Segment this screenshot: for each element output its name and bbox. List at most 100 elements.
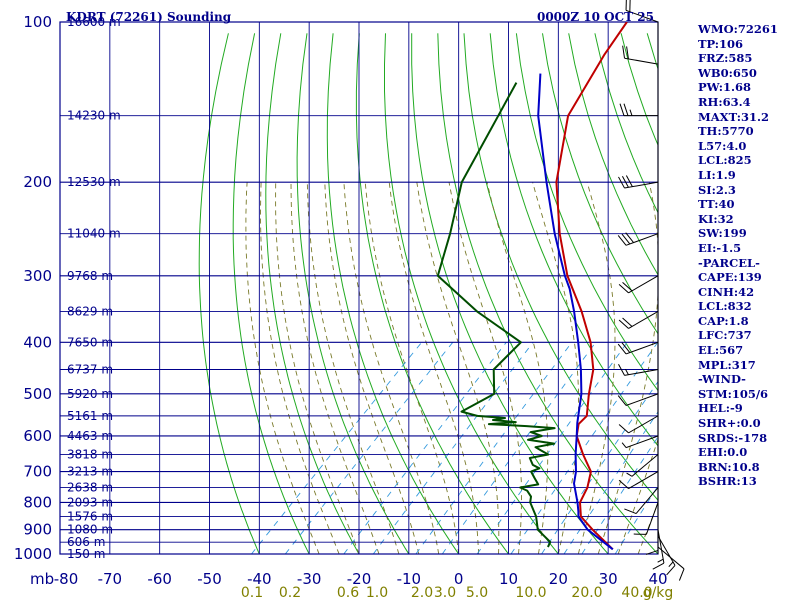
mixing-ratio-label: 2.0 — [411, 585, 433, 600]
stability-index-item: STM:105/6 — [698, 386, 769, 401]
height-label: 2093 m — [67, 495, 113, 509]
temperature-tick-label: -40 — [247, 570, 272, 588]
temperature-tick-label: 40 — [648, 570, 667, 588]
height-label: 1080 m — [67, 523, 113, 537]
wind-barb — [625, 0, 659, 23]
dry-adiabat-line — [198, 33, 260, 554]
stability-index-item: WMO:72261 — [698, 22, 778, 36]
moist-adiabat-line — [343, 182, 440, 554]
height-label: 14230 m — [67, 109, 121, 123]
height-label: 11040 m — [67, 227, 121, 241]
wind-barb — [622, 45, 659, 65]
sounding-series — [436, 22, 628, 551]
stability-index-item: FRZ:585 — [698, 51, 753, 66]
temperature-tick-label: -20 — [347, 570, 372, 588]
wind-barb — [633, 502, 659, 535]
temperature-line — [555, 22, 628, 551]
moist-adiabat-line — [245, 182, 320, 554]
pressure-tick-label: 500 — [23, 385, 52, 403]
stability-index-item: EHI:0.0 — [698, 445, 748, 460]
wind-barb — [619, 103, 658, 117]
temperature-tick-label: -80 — [54, 570, 79, 588]
wind-barb — [621, 435, 659, 449]
mixing-ratio-label: 3.0 — [434, 585, 456, 600]
height-label: 5920 m — [67, 387, 113, 401]
pressure-tick-label: 200 — [23, 173, 52, 191]
wind-barb — [618, 275, 659, 294]
height-label: 4463 m — [67, 429, 113, 443]
dry-adiabat-line — [232, 33, 310, 554]
height-label: 8629 m — [67, 304, 113, 318]
stability-index-item: HEL:-9 — [698, 401, 743, 416]
wind-barb — [626, 454, 659, 477]
dry-adiabat-line — [489, 33, 658, 447]
stability-index-item: EL:567 — [698, 343, 744, 358]
dry-adiabat-line — [326, 33, 460, 554]
temperature-tick-label: -70 — [98, 570, 123, 588]
temperature-tick-label: -10 — [397, 570, 422, 588]
stability-index-item: -WIND- — [698, 372, 746, 387]
sounding-time: 0000Z 10 OCT 25 — [537, 10, 654, 24]
stability-index-item: MAXT:31.2 — [698, 109, 769, 124]
wind-barb — [617, 393, 659, 406]
dry-adiabat-line — [542, 33, 658, 335]
wind-barb — [645, 516, 659, 555]
temperature-tick-label: -50 — [197, 570, 222, 588]
mixing-ratio-label: 0.2 — [279, 585, 301, 600]
stability-indices-panel: WMO:72261 TP:106 FRZ:585 WB0:650 PW:1.68 RH:6… — [698, 22, 800, 489]
height-label: 1576 m — [67, 509, 113, 523]
stability-index-item: CINH:42 — [698, 284, 755, 299]
temperature-tick-label: 10 — [499, 570, 518, 588]
wind-barb — [618, 364, 659, 376]
dry-adiabat-line — [515, 33, 658, 392]
dry-adiabat-line — [265, 33, 360, 554]
height-label: 16600 m — [67, 15, 121, 29]
stability-index-item: WB0:650 — [698, 65, 757, 80]
mixing-ratio-label: g/kg — [643, 585, 674, 600]
stability-index-item: LFC:737 — [698, 328, 752, 343]
pressure-tick-label: 1000 — [14, 545, 52, 563]
pressure-tick-label: 900 — [23, 521, 52, 539]
chart-grid — [59, 21, 659, 555]
temperature-tick-label: 30 — [599, 570, 618, 588]
wind-profile — [617, 0, 685, 581]
wind-barb — [618, 175, 659, 189]
y-axis-label: mb — [30, 570, 54, 588]
wind-barb — [618, 471, 659, 490]
stability-index-item: PW:1.68 — [698, 80, 752, 95]
mixing-ratio-label: 20.0 — [571, 585, 602, 600]
stability-index-item: SHR+:0.0 — [698, 416, 761, 431]
height-label: 7650 m — [67, 335, 113, 349]
wind-barb — [652, 529, 665, 570]
parcel-line — [537, 73, 614, 551]
height-label: 5161 m — [67, 409, 113, 423]
mixing-ratio-label: 10.0 — [515, 585, 546, 600]
wind-barb — [624, 487, 659, 515]
stability-index-item: BRN:10.8 — [698, 459, 760, 474]
wind-barb — [617, 341, 659, 355]
pressure-tick-label: 400 — [23, 333, 52, 351]
temperature-tick-label: 0 — [454, 570, 464, 588]
pressure-tick-label: 700 — [23, 463, 52, 481]
height-label: 9768 m — [67, 269, 113, 283]
stability-index-item: TT:40 — [698, 197, 735, 212]
height-label: 3213 m — [67, 465, 113, 479]
moist-adiabat-line — [260, 182, 340, 554]
dry-adiabat-line — [355, 33, 510, 554]
stability-index-item: LI:1.9 — [698, 167, 736, 182]
mixing-ratio-label: 1.0 — [366, 585, 388, 600]
mixing-ratio-label: 5.0 — [466, 585, 488, 600]
stability-index-item: TH:5770 — [698, 124, 754, 139]
pressure-tick-label: 300 — [23, 267, 52, 285]
wind-barb — [617, 232, 659, 246]
mixing-ratio-label: 0.1 — [241, 585, 263, 600]
stability-index-item: SW:199 — [698, 226, 747, 241]
dry-adiabat-line — [296, 33, 410, 554]
stability-index-item: LCL:832 — [698, 299, 752, 314]
height-label: 12530 m — [67, 175, 121, 189]
pressure-tick-label: 800 — [23, 493, 52, 511]
wind-barb — [657, 535, 676, 576]
